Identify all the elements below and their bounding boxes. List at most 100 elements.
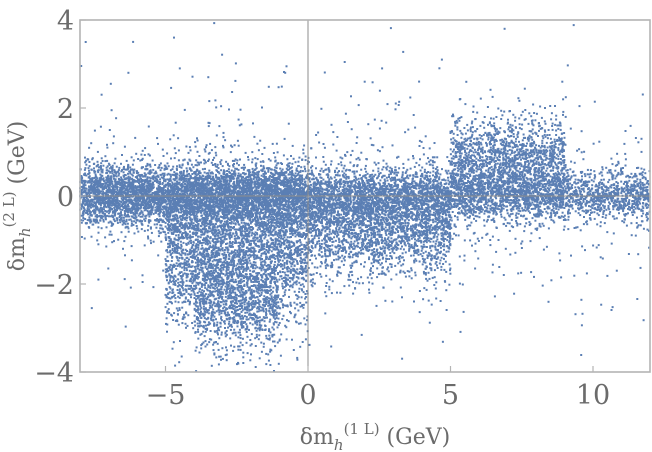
data-point [93,167,95,170]
data-point [120,176,123,179]
data-point [125,159,128,162]
data-point [138,204,140,207]
data-point [257,226,260,229]
data-point [302,224,305,227]
data-point [226,162,229,165]
data-point [130,173,133,176]
data-point [237,189,240,192]
data-point [147,220,150,223]
data-point [161,182,164,184]
data-point [236,162,238,165]
data-point [176,187,179,190]
data-point [294,178,297,181]
data-point [194,164,197,167]
data-point [163,175,165,178]
data-point [296,226,299,229]
data-point [101,212,104,215]
data-point [163,172,166,175]
data-point [121,223,124,226]
data-point [167,182,169,185]
data-point [116,221,119,224]
data-point [144,147,147,150]
data-point [108,197,111,200]
data-point [90,214,93,217]
data-point [110,175,113,178]
data-point [202,175,205,178]
data-point [132,203,135,206]
data-point [121,220,124,223]
data-point [118,219,121,221]
data-point [111,210,114,213]
data-point [85,163,88,166]
data-point [110,208,113,211]
data-point [204,167,206,170]
data-point [282,179,285,182]
data-point [262,188,264,190]
data-point [193,191,195,194]
data-point [131,207,133,210]
data-point [233,184,236,187]
data-point [154,211,157,214]
data-point [100,166,102,169]
data-point [128,178,131,181]
data-point [115,175,118,178]
data-point [187,163,190,166]
data-point [176,168,178,171]
data-point [99,206,102,209]
data-point [138,185,141,188]
data-point [171,173,174,176]
data-point [107,212,110,215]
data-point [143,229,146,232]
data-point [184,222,187,225]
data-point [92,205,95,208]
data-point [234,186,237,189]
data-point [157,191,160,194]
data-point [115,217,118,220]
data-point [192,166,195,169]
data-point [299,202,302,205]
data-point [252,178,255,180]
data-point [120,218,123,221]
data-point [100,157,103,160]
data-point [111,172,114,175]
data-point [210,161,213,164]
data-point [190,163,193,166]
data-point [212,196,215,199]
data-point [113,208,116,211]
data-point [205,192,208,195]
data-point [98,214,101,217]
data-point [195,213,198,216]
data-point [124,212,126,215]
data-point [253,180,256,183]
data-point [124,226,127,229]
data-point [195,159,198,162]
data-point [196,164,199,167]
data-point [236,204,239,207]
data-point [181,204,184,207]
data-point [160,166,163,169]
data-point [220,159,223,162]
data-point [168,180,171,183]
data-point [173,227,176,230]
data-point [141,184,144,187]
data-point [129,166,132,169]
data-point [277,172,280,175]
data-point [267,158,270,161]
data-point [90,206,92,209]
data-point [244,151,247,154]
data-point [199,236,202,239]
data-point [89,199,92,202]
data-point [226,179,229,182]
data-point [145,184,148,187]
data-point [294,161,297,164]
data-point [279,172,282,175]
data-point [130,224,133,227]
data-point [83,237,86,240]
data-point [121,169,124,171]
data-point [142,187,145,190]
data-point [254,163,257,166]
data-point [99,207,102,210]
data-point [128,201,131,204]
data-point [222,180,225,183]
data-point [166,183,169,186]
